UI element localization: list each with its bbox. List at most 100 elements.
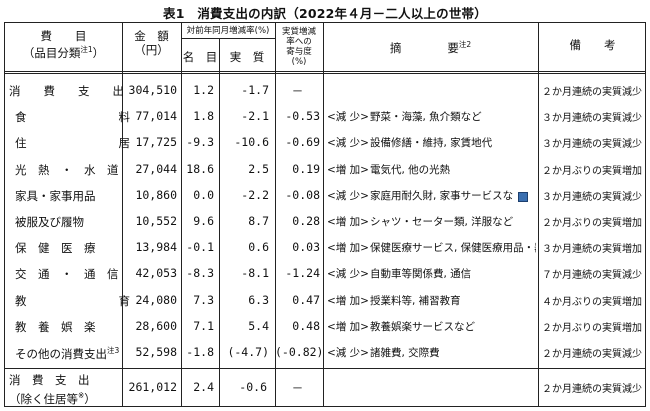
row-item-name: 食 料: [15, 110, 130, 125]
row-real-change: 2.5: [248, 161, 269, 176]
row-change-tag: <減 少>: [327, 189, 369, 202]
row-contribution: 0.19: [292, 161, 320, 176]
header-contribution-line3: 寄与度: [286, 47, 312, 57]
comment-marker[interactable]: [517, 190, 528, 204]
header-item-line2: （品目分類注1）: [22, 45, 105, 60]
header-nominal: 名 目: [182, 50, 218, 64]
row-amount: 13,984: [135, 240, 177, 255]
footer-name-line1: 消 費 支 出: [9, 373, 90, 387]
header-summary: 摘 要注2: [389, 40, 472, 55]
row-amount: 52,598: [135, 345, 177, 359]
footer-row-name: 消 費 支 出 （除く住居等※）: [9, 373, 119, 407]
row-summary: 教養娯楽サービスなど: [370, 320, 475, 333]
footer-amount: 261,012: [128, 380, 177, 394]
row-change-tag: <減 少>: [327, 268, 369, 281]
row-change-tag: <減 少>: [327, 347, 369, 359]
header-contribution-line2: 率への: [286, 37, 312, 47]
row-change-tag: <増 加>: [327, 163, 369, 176]
footer-nominal: 2.4: [193, 380, 214, 394]
row-change-tag: <減 少>: [327, 137, 369, 150]
row-item-name: 保 健 医 療: [15, 241, 96, 256]
note-icon[interactable]: [518, 192, 528, 203]
row-item-name: 住 居: [15, 136, 130, 151]
row-nominal-change: -0.1: [186, 240, 214, 255]
row-remark: ３か月連続の実質減少: [542, 191, 642, 203]
row-real-change: 8.7: [248, 214, 269, 228]
row-nominal-change: 7.1: [193, 318, 214, 333]
header-real: 実 質: [229, 50, 265, 64]
row-remark: ７か月連続の実質減少: [542, 270, 642, 282]
row-real-change: -8.1: [241, 266, 269, 281]
row-remark: ２か月ぶりの実質増加: [542, 218, 642, 229]
row-remark: ４か月ぶりの実質増加: [542, 296, 642, 308]
row-amount: 28,600: [135, 318, 177, 333]
footer-contribution: －: [291, 381, 304, 395]
row-nominal-change: 7.3: [193, 292, 214, 307]
row-summary: 電気代, 他の光熱: [370, 163, 451, 176]
row-nominal-change: -9.3: [186, 135, 214, 150]
header-change-group: 対前年同月増減率(%): [186, 26, 270, 36]
header-contribution-line4: (%): [291, 57, 307, 67]
row-summary: 家庭用耐久財, 家事サービスな: [370, 189, 514, 202]
header-item-line1: 費 目: [40, 29, 87, 43]
header-amount-line1: 金 額: [134, 29, 169, 43]
row-amount: 17,725: [135, 135, 177, 150]
row-contribution: 0.48: [292, 318, 320, 333]
header-contribution: 実質増減 率への 寄与度 (%): [275, 27, 323, 67]
row-amount: 42,053: [135, 266, 177, 281]
row-nominal-change: 18.6: [186, 161, 214, 176]
footer-remark: ２か月連続の実質減少: [542, 384, 642, 395]
row-item-name: 光 熱 ・ 水 道: [15, 162, 119, 177]
row-change-tag: <増 加>: [327, 216, 369, 228]
row-amount: 24,080: [135, 292, 177, 307]
table-title: 表1 消費支出の内訳（2022年４月－二人以上の世帯）: [163, 6, 487, 21]
row-contribution: -0.69: [285, 135, 320, 150]
row-real-change: -1.7: [241, 83, 269, 97]
consumption-table: 費 目 （品目分類注1） 金 額 （円） 対前年同月増減率(%) 名 目 実 質…: [4, 22, 646, 407]
row-summary: 野菜・海藻, 魚介類など: [370, 111, 482, 124]
header-item: 費 目 （品目分類注1）: [5, 29, 122, 60]
row-item-name: 消 費 支 出: [9, 84, 124, 98]
row-summary: 諸雑費, 交際費: [370, 347, 440, 359]
row-item-name: 教 養 娯 楽: [15, 319, 96, 334]
row-summary: シャツ・セーター類, 洋服など: [370, 216, 514, 228]
row-remark: ３か月連続の実質増加: [542, 244, 642, 256]
row-remark: ２か月連続の実質減少: [542, 87, 642, 98]
row-remark: ３か月連続の実質減少: [542, 113, 642, 125]
row-contribution: -1.24: [285, 266, 320, 281]
footer-name-line2: （除く住居等※）: [9, 391, 96, 406]
row-real-change: 5.4: [248, 318, 269, 333]
row-contribution: 0.47: [292, 292, 320, 307]
row-remark: ３か月連続の実質減少: [542, 139, 642, 151]
row-item-name: 家具・家事用品: [15, 188, 96, 203]
row-item-name: 被服及び履物: [15, 215, 84, 229]
row-nominal-change: -8.3: [186, 266, 214, 281]
row-summary: 授業料等, 補習教育: [370, 294, 461, 307]
row-item-name: 教 育: [15, 293, 130, 308]
row-real-change: -2.2: [241, 187, 269, 202]
row-amount: 77,014: [135, 109, 177, 124]
row-amount: 304,510: [128, 83, 177, 97]
header-contribution-line1: 実質増減: [281, 27, 316, 37]
row-real-change: -2.1: [241, 109, 269, 124]
row-nominal-change: 1.8: [193, 109, 214, 124]
row-item-name: その他の消費支出注3: [15, 346, 120, 361]
row-item-name: 交 通 ・ 通 信: [15, 267, 119, 282]
header-amount-line2: （円）: [134, 43, 169, 57]
row-real-change: (-4.7): [227, 345, 269, 359]
row-change-tag: <増 加>: [327, 320, 369, 333]
row-contribution: 0.03: [292, 240, 320, 255]
row-amount: 27,044: [135, 161, 177, 176]
row-nominal-change: -1.8: [186, 345, 214, 359]
row-amount: 10,552: [135, 214, 177, 228]
row-real-change: 0.6: [248, 240, 269, 255]
row-contribution: －: [291, 84, 304, 98]
footer-real: -0.6: [239, 380, 267, 394]
header-amount: 金 額 （円）: [122, 29, 181, 57]
row-contribution: (-0.82): [275, 345, 324, 359]
row-nominal-change: 1.2: [193, 83, 214, 97]
row-summary: 保健医療サービス, 保健医療用品・器具: [370, 242, 536, 255]
row-remark: ２か月連続の実質減少: [542, 349, 642, 360]
row-real-change: 6.3: [248, 292, 269, 307]
header-remarks: 備 考: [569, 38, 616, 52]
